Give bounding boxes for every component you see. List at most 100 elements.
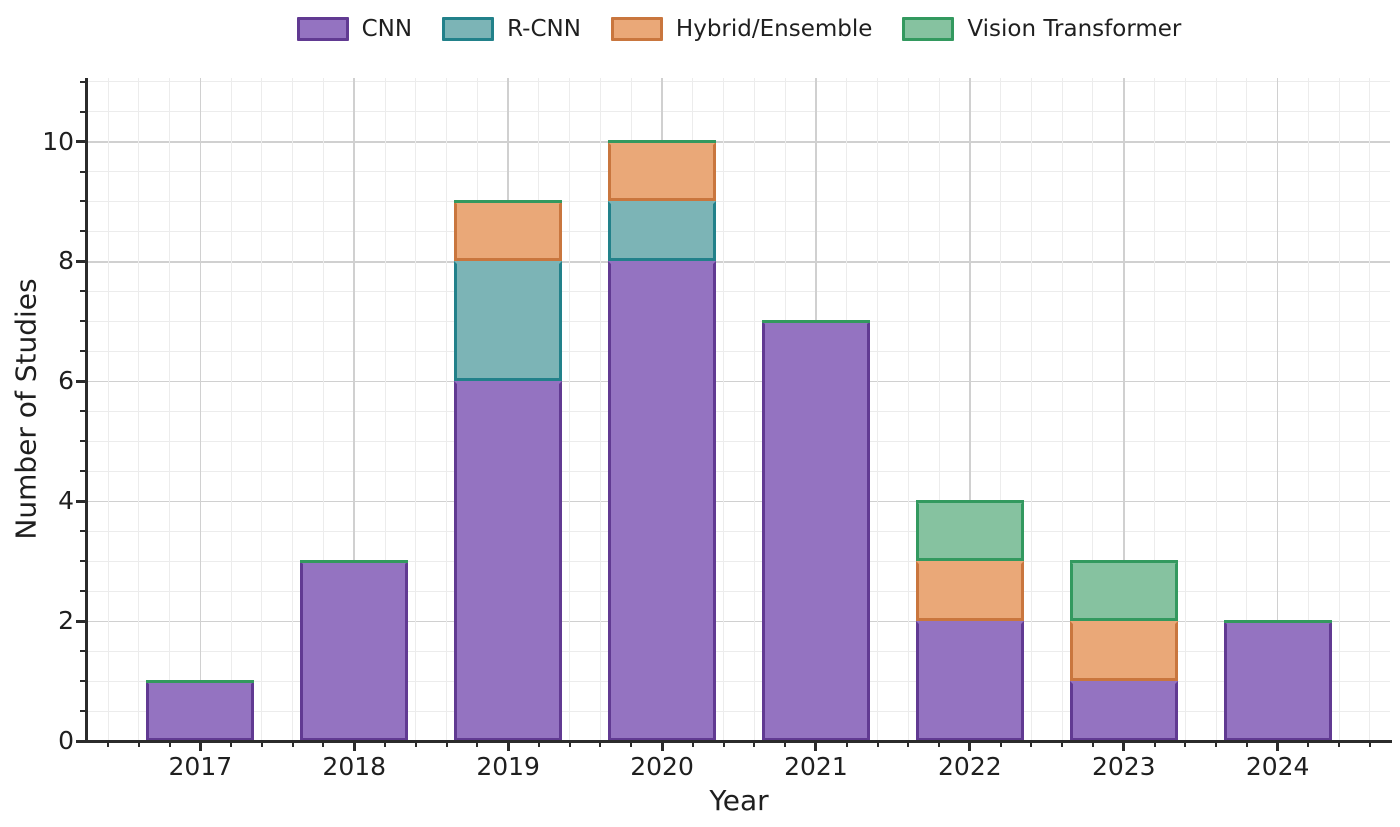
legend-label: R-CNN xyxy=(507,16,581,42)
y-tick-minor xyxy=(80,470,85,473)
gridline-v-minor xyxy=(1030,78,1032,741)
bar-segment-cnn xyxy=(762,321,870,741)
y-tick-minor xyxy=(80,290,85,293)
x-tick-minor xyxy=(722,742,725,747)
x-tick-minor xyxy=(230,742,233,747)
x-tick-minor xyxy=(907,742,910,747)
x-tick-minor xyxy=(938,742,941,747)
x-axis-title: Year xyxy=(709,784,769,817)
bar-top-edge xyxy=(146,679,255,683)
gridline-h-minor xyxy=(88,200,1390,202)
gridline-h-minor xyxy=(88,410,1390,412)
gridline-h-minor xyxy=(88,290,1390,292)
x-tick-label: 2018 xyxy=(322,752,387,781)
x-tick-minor xyxy=(753,742,756,747)
gridline-v-minor xyxy=(169,78,171,741)
x-tick-major xyxy=(1122,742,1126,751)
y-tick-label: 0 xyxy=(58,726,74,755)
gridline-h-minor xyxy=(88,590,1390,592)
legend-swatch-icon xyxy=(442,17,495,41)
gridline-h-minor xyxy=(88,111,1390,113)
gridline-v-minor xyxy=(1000,78,1002,741)
x-tick-major xyxy=(506,742,510,751)
y-tick-minor xyxy=(80,650,85,653)
bar-top-edge xyxy=(915,499,1024,503)
gridline-h-major xyxy=(88,500,1390,503)
x-tick-minor xyxy=(1091,742,1094,747)
x-tick-minor xyxy=(691,742,694,747)
legend-label: Hybrid/Ensemble xyxy=(675,16,873,42)
legend-label: CNN xyxy=(361,16,413,42)
x-tick-major xyxy=(1276,742,1280,751)
bar-segment-hybrid-ensemble xyxy=(915,561,1024,622)
x-tick-label: 2020 xyxy=(630,752,694,781)
y-tick-label: 6 xyxy=(58,366,74,396)
y-tick-minor xyxy=(80,80,85,83)
gridline-h-minor xyxy=(88,650,1390,652)
x-tick-major xyxy=(814,742,818,751)
gridline-h-major xyxy=(88,380,1390,383)
x-tick-minor xyxy=(1061,742,1064,747)
x-tick-minor xyxy=(537,742,540,747)
x-tick-minor xyxy=(322,742,325,747)
gridline-v-minor xyxy=(446,78,448,741)
y-tick-minor xyxy=(80,590,85,593)
bar-2018 xyxy=(88,78,1390,741)
y-tick-minor xyxy=(80,440,85,443)
gridline-v-minor xyxy=(261,78,263,741)
x-tick-minor xyxy=(1215,742,1218,747)
gridline-v-minor xyxy=(907,78,909,741)
gridline-h-major xyxy=(88,141,1390,143)
y-tick-major xyxy=(76,140,85,144)
bar-segment-hybrid-ensemble xyxy=(608,141,716,202)
gridline-v-minor xyxy=(569,78,571,741)
y-tick-minor xyxy=(80,320,85,323)
gridline-v-major xyxy=(1276,78,1279,741)
legend-item-hybrid-ensemble: Hybrid/Ensemble xyxy=(610,15,873,43)
y-tick-minor xyxy=(80,680,85,683)
gridline-v-minor xyxy=(138,78,140,741)
gridline-v-minor xyxy=(938,78,940,741)
x-tick-label: 2017 xyxy=(168,752,233,781)
y-tick-major xyxy=(76,259,85,263)
x-tick-minor xyxy=(845,742,848,747)
x-tick-label: 2021 xyxy=(784,752,848,781)
gridline-h-minor xyxy=(88,680,1390,682)
gridline-v-minor xyxy=(1307,78,1309,741)
bars-layer xyxy=(88,78,1390,741)
plot-area xyxy=(88,78,1390,741)
x-tick-minor xyxy=(568,742,571,747)
bar-segment-vision-transformer xyxy=(915,501,1024,562)
x-tick-label: 2019 xyxy=(476,752,540,781)
x-tick-major xyxy=(660,742,664,751)
x-tick-minor xyxy=(630,742,633,747)
bar-segment-cnn xyxy=(915,621,1024,741)
gridline-v-minor xyxy=(292,78,294,741)
gridline-h-minor xyxy=(88,530,1390,532)
bar-segment-vision-transformer xyxy=(1069,561,1178,622)
legend-item-r-cnn: R-CNN xyxy=(442,15,581,43)
x-tick-major xyxy=(198,742,202,751)
bar-segment-cnn xyxy=(1069,681,1178,741)
legend-label: Vision Transformer xyxy=(967,16,1182,42)
x-tick-minor xyxy=(414,742,417,747)
y-tick-major xyxy=(76,379,85,383)
bar-segment-r-cnn xyxy=(608,201,716,262)
x-tick-minor xyxy=(137,742,140,747)
gridline-v-minor xyxy=(877,78,878,741)
x-tick-minor xyxy=(1153,742,1156,747)
bar-2021 xyxy=(88,78,1390,741)
gridline-v-minor xyxy=(723,78,725,741)
y-tick-minor xyxy=(80,410,85,413)
x-tick-minor xyxy=(876,742,879,747)
bar-2022 xyxy=(88,78,1390,741)
legend-item-vision-transformer: Vision Transformer xyxy=(902,15,1181,43)
x-tick-minor xyxy=(1338,742,1341,747)
x-tick-minor xyxy=(1368,742,1371,747)
x-tick-minor xyxy=(384,742,387,747)
gridline-v-minor xyxy=(1246,78,1248,741)
gridline-h-minor xyxy=(88,440,1390,442)
gridline-h-major xyxy=(88,620,1390,623)
x-tick-label: 2023 xyxy=(1091,752,1156,781)
